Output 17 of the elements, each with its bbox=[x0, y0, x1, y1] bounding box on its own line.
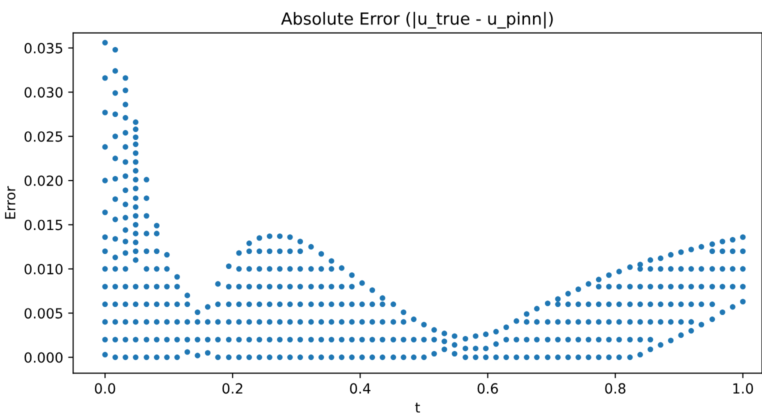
x-axis-title: t bbox=[415, 402, 420, 412]
y-tick-label: 0.025 bbox=[24, 131, 62, 142]
x-tick-label: 0.4 bbox=[350, 383, 370, 394]
chart-title: Absolute Error (|u_true - u_pinn|) bbox=[281, 12, 553, 29]
y-tick-label: 0.035 bbox=[24, 42, 62, 54]
y-tick-label: 0.005 bbox=[24, 308, 62, 319]
y-tick-label: 0.030 bbox=[24, 87, 63, 98]
y-tick-label: 0.000 bbox=[24, 352, 63, 363]
x-tick-label: 0.0 bbox=[94, 383, 116, 394]
y-tick-label: 0.010 bbox=[24, 264, 63, 274]
x-tick-label: 0.2 bbox=[222, 383, 242, 394]
x-tick-label: 1.0 bbox=[733, 383, 753, 394]
y-tick-label: 0.015 bbox=[24, 220, 62, 230]
x-tick-label: 0.6 bbox=[478, 383, 498, 394]
x-tick-label: 0.8 bbox=[605, 383, 626, 394]
y-tick-label: 0.020 bbox=[24, 176, 63, 186]
y-axis-title: Error bbox=[5, 186, 16, 219]
